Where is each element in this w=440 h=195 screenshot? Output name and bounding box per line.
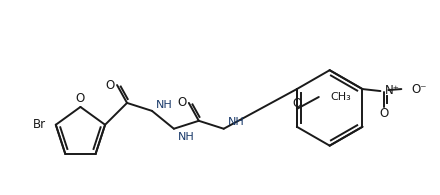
Text: O: O <box>76 92 85 105</box>
Text: NH: NH <box>178 132 194 142</box>
Text: N⁺: N⁺ <box>385 83 399 97</box>
Text: Br: Br <box>33 118 46 131</box>
Text: O: O <box>106 79 115 92</box>
Text: CH₃: CH₃ <box>331 92 352 102</box>
Text: NH: NH <box>156 100 172 110</box>
Text: O: O <box>380 107 389 120</box>
Text: O: O <box>292 98 301 110</box>
Text: O⁻: O⁻ <box>411 82 427 96</box>
Text: O: O <box>177 96 187 109</box>
Text: NH: NH <box>228 117 245 127</box>
